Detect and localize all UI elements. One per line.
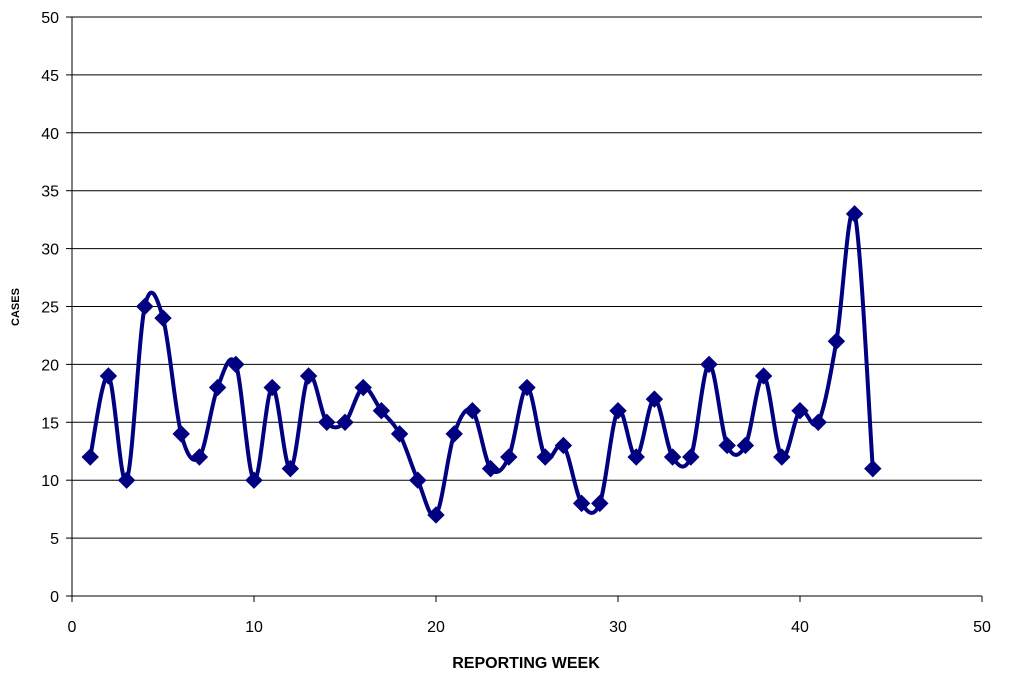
data-point-week-4	[136, 297, 154, 316]
data-point-week-35	[700, 355, 718, 374]
series-layer	[81, 205, 882, 524]
y-tick-label-0: 0	[50, 589, 59, 606]
data-point-week-36	[718, 436, 736, 455]
data-point-week-32	[645, 390, 664, 408]
y-tick-label-15: 15	[41, 415, 59, 432]
data-point-week-7	[190, 448, 209, 466]
data-point-week-13	[299, 367, 318, 385]
data-point-week-3	[117, 471, 136, 489]
data-point-week-1	[81, 448, 99, 466]
data-point-week-34	[682, 448, 700, 466]
x-tick-label-40: 40	[791, 619, 809, 636]
y-tick-label-5: 5	[50, 531, 59, 548]
data-point-week-6	[172, 425, 190, 443]
data-point-week-11	[263, 378, 281, 397]
data-point-week-31	[627, 448, 645, 466]
y-tick-label-20: 20	[41, 357, 59, 374]
y-tick-label-35: 35	[41, 184, 59, 201]
gridlines	[72, 16, 982, 539]
series-line-0	[88, 209, 875, 519]
data-point-week-27	[554, 436, 573, 455]
data-point-week-20	[427, 506, 445, 524]
x-tick-label-0: 0	[68, 619, 77, 636]
data-point-week-30	[609, 402, 627, 420]
data-point-week-43	[845, 205, 864, 223]
data-point-week-26	[536, 448, 554, 466]
y-tick-label-25: 25	[41, 300, 59, 317]
data-point-week-40	[791, 402, 809, 420]
tick-labels: 0 5 10 15 20 25 30 35 40 45 50 0 10 20 30 40 50	[41, 10, 991, 636]
y-axis-title: CASES	[10, 288, 22, 326]
data-point-week-41	[809, 413, 827, 432]
data-point-week-12	[281, 459, 300, 478]
data-point-week-33	[663, 448, 682, 466]
x-tick-label-50: 50	[973, 619, 991, 636]
data-point-week-38	[754, 367, 773, 385]
y-tick-label-30: 30	[41, 242, 59, 259]
data-point-week-39	[773, 448, 791, 466]
data-point-week-23	[481, 459, 500, 478]
data-point-week-15	[336, 413, 354, 432]
y-tick-label-10: 10	[41, 473, 59, 490]
data-point-week-25	[518, 378, 536, 397]
y-tick-label-50: 50	[41, 10, 59, 27]
data-point-week-24	[500, 448, 518, 466]
data-point-week-42	[827, 332, 846, 350]
x-tick-label-30: 30	[609, 619, 627, 636]
data-point-week-9	[227, 355, 245, 374]
data-point-week-19	[409, 471, 427, 489]
data-point-week-37	[736, 436, 755, 455]
data-point-week-10	[245, 471, 263, 489]
data-point-week-29	[591, 494, 609, 513]
data-point-week-14	[318, 413, 336, 432]
y-tick-label-45: 45	[41, 68, 59, 85]
data-point-week-8	[208, 378, 227, 397]
x-tick-label-10: 10	[245, 619, 263, 636]
data-point-week-16	[354, 378, 372, 397]
data-point-week-17	[372, 402, 391, 420]
axes	[66, 16, 983, 602]
data-point-week-2	[99, 367, 118, 385]
data-point-week-18	[390, 425, 409, 443]
x-axis-title: REPORTING WEEK	[452, 655, 600, 672]
data-point-week-44	[864, 459, 882, 478]
data-point-week-28	[572, 494, 591, 513]
data-point-week-21	[445, 425, 463, 443]
y-tick-label-40: 40	[41, 126, 59, 143]
data-point-week-5	[154, 309, 172, 327]
data-point-week-22	[463, 402, 482, 420]
x-tick-label-20: 20	[427, 619, 445, 636]
